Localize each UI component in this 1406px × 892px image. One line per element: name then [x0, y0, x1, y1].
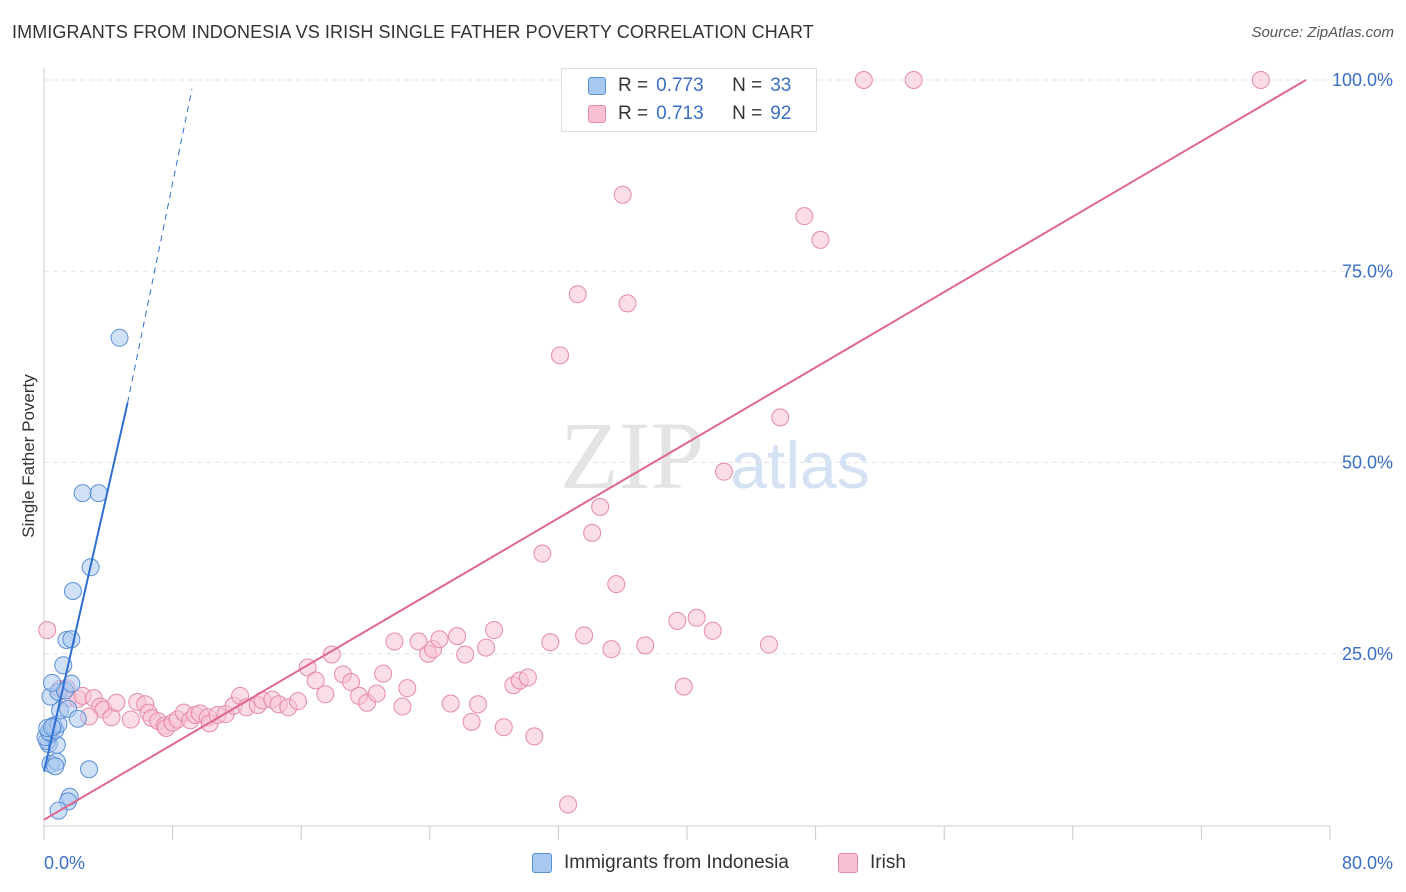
irish-point-68: [533, 544, 552, 563]
irish-point-60: [469, 695, 488, 714]
irish-point-63: [494, 718, 513, 737]
indonesia-trend-extension: [127, 89, 193, 403]
irish-point-52: [409, 632, 428, 651]
irish-point-75: [591, 497, 610, 516]
irish-point-88: [795, 207, 814, 226]
irish-point-42: [322, 645, 341, 664]
irish-point-82: [674, 677, 693, 696]
irish-point-81: [668, 611, 687, 630]
irish-point-76: [602, 640, 621, 659]
indonesia-trend-line: [43, 402, 129, 772]
legend-irish-label: Irish: [870, 852, 906, 873]
irish-point-61: [477, 638, 496, 657]
irish-point-69: [541, 633, 560, 652]
indonesia-swatch: [588, 77, 606, 95]
indonesia-point-28: [62, 630, 81, 649]
irish-point-67: [525, 727, 544, 746]
indonesia-point-31: [73, 484, 92, 503]
n-label: N =: [732, 75, 763, 96]
y-tick-label-100: 100.0%: [1332, 70, 1393, 90]
axis-labels: 25.0% 50.0% 75.0% 100.0% 0.0% 80.0% Single Fat…: [19, 70, 1393, 873]
gridlines: [44, 79, 1392, 655]
series-legend: Immigrants from Indonesia Irish: [0, 852, 1406, 876]
indonesia-points: [36, 328, 129, 820]
irish-point-41: [316, 685, 335, 704]
legend-row-irish: R = 0.713 N = 92: [588, 101, 791, 127]
irish-r-value: 0.713: [656, 103, 704, 124]
watermark-atlas: atlas: [730, 428, 869, 502]
irish-point-72: [568, 285, 587, 304]
irish-point-94: [1251, 71, 1270, 89]
irish-n-value: 92: [770, 103, 792, 124]
irish-point-71: [559, 795, 578, 814]
indonesia-point-29: [63, 582, 82, 601]
indonesia-point-33: [110, 328, 129, 347]
indonesia-point-24: [43, 673, 62, 692]
indonesia-point-20: [68, 709, 87, 728]
irish-point-62: [485, 621, 504, 640]
irish-point-58: [456, 645, 475, 664]
r-label: R =: [618, 103, 649, 124]
n-label: N =: [732, 103, 763, 124]
irish-point-87: [771, 408, 790, 427]
irish-point-51: [398, 679, 417, 698]
correlation-legend: R = 0.773 N = 33 R = 0.713 N = 92: [561, 68, 817, 132]
irish-point-80: [636, 636, 655, 655]
irish-point-40: [306, 671, 325, 690]
irish-point-66: [518, 668, 537, 687]
indonesia-point-6: [80, 760, 99, 779]
irish-point-0: [38, 621, 57, 640]
indonesia-point-25: [62, 674, 81, 693]
watermark-zip: ZIP: [560, 402, 704, 509]
y-axis-title: Single Father Poverty: [19, 374, 38, 538]
irish-point-79: [618, 294, 637, 313]
legend-item-irish[interactable]: Irish: [838, 852, 906, 874]
r-label: R =: [618, 75, 649, 96]
source-label: Source: ZipAtlas.com: [1251, 24, 1394, 41]
irish-point-44: [342, 673, 361, 692]
legend-item-indonesia[interactable]: Immigrants from Indonesia: [532, 852, 789, 874]
irish-point-59: [462, 712, 481, 731]
irish-point-92: [854, 71, 873, 89]
irish-point-89: [811, 230, 830, 249]
x-tick-label-min: 0.0%: [44, 853, 85, 873]
irish-legend-swatch: [838, 853, 858, 873]
irish-point-56: [441, 694, 460, 713]
irish-point-78: [613, 185, 632, 204]
indonesia-legend-swatch: [532, 853, 552, 873]
y-tick-label-50: 50.0%: [1342, 453, 1393, 473]
indonesia-point-32: [89, 484, 108, 503]
irish-point-93: [904, 71, 923, 89]
irish-swatch: [588, 105, 606, 123]
irish-point-48: [374, 664, 393, 683]
indonesia-r-value: 0.773: [656, 75, 704, 96]
irish-point-84: [703, 621, 722, 640]
irish-point-83: [687, 608, 706, 627]
irish-point-73: [575, 626, 594, 645]
indonesia-n-value: 33: [770, 75, 792, 96]
trend-lines: [43, 79, 1307, 821]
y-tick-label-25: 25.0%: [1342, 644, 1393, 664]
irish-point-49: [385, 632, 404, 651]
irish-point-85: [714, 462, 733, 481]
legend-indonesia-label: Immigrants from Indonesia: [564, 852, 789, 873]
irish-point-12: [121, 710, 140, 729]
irish-point-55: [430, 630, 449, 649]
irish-trend-line: [43, 79, 1307, 821]
x-tick-label-max: 80.0%: [1342, 853, 1393, 873]
irish-point-77: [607, 575, 626, 594]
irish-point-57: [448, 627, 467, 646]
irish-point-50: [393, 697, 412, 716]
irish-point-86: [759, 635, 778, 654]
irish-point-47: [367, 684, 386, 703]
irish-point-74: [583, 523, 602, 542]
indonesia-point-2: [46, 757, 65, 776]
irish-point-11: [107, 693, 126, 712]
y-tick-label-75: 75.0%: [1342, 261, 1393, 281]
irish-point-70: [551, 346, 570, 365]
chart-title: IMMIGRANTS FROM INDONESIA VS IRISH SINGL…: [12, 22, 814, 42]
legend-row-indonesia: R = 0.773 N = 33: [588, 73, 791, 99]
irish-point-38: [288, 692, 307, 711]
